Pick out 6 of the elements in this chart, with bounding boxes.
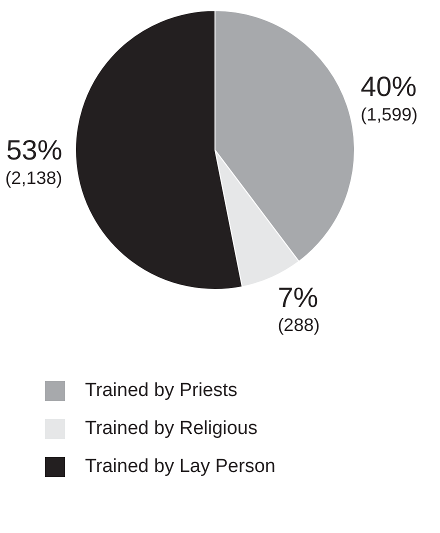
legend-label: Trained by Religious: [85, 418, 258, 440]
legend-label: Trained by Priests: [85, 380, 238, 402]
data-label: 53% (2,138): [5, 134, 62, 188]
data-label: 40% (1,599): [360, 71, 418, 124]
legend-label: Trained by Lay Person: [85, 456, 276, 478]
data-label: 7% (288): [278, 282, 320, 336]
